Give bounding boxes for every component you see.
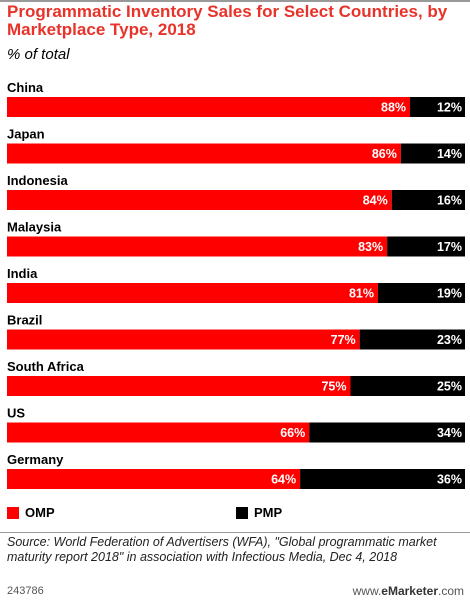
bar-omp-brazil (7, 329, 360, 350)
data-label-pmp-brazil: 23% (437, 333, 462, 347)
bar-pmp-south-africa (350, 376, 465, 396)
category-label-malaysia: Malaysia (7, 220, 62, 235)
bar-pmp-china (410, 97, 465, 117)
data-label-omp-germany: 64% (271, 473, 296, 487)
data-label-omp-us: 66% (280, 426, 305, 440)
bar-omp-japan (7, 143, 401, 164)
category-label-brazil: Brazil (7, 313, 42, 328)
bar-pmp-indonesia (391, 190, 465, 210)
data-label-pmp-us: 34% (437, 426, 462, 440)
data-label-omp-india: 81% (349, 287, 374, 301)
bar-pmp-us (309, 422, 465, 443)
category-label-us: US (7, 406, 25, 421)
data-label-pmp-japan: 14% (437, 147, 462, 161)
category-label-india: India (7, 266, 38, 281)
bar-pmp-india (377, 283, 465, 303)
brand-name: eMarketer (381, 584, 438, 598)
legend-label-pmp: PMP (254, 505, 283, 520)
data-label-pmp-china: 12% (437, 101, 462, 115)
bar-pmp-malaysia (387, 236, 465, 257)
legend-item-pmp: PMP (236, 505, 282, 520)
data-label-pmp-malaysia: 17% (437, 240, 462, 254)
bar-omp-malaysia (7, 236, 388, 257)
data-label-omp-japan: 86% (372, 147, 397, 161)
bar-omp-indonesia (7, 190, 392, 210)
data-label-omp-brazil: 77% (331, 333, 356, 347)
bar-omp-south-africa (7, 376, 351, 396)
bar-omp-china (7, 97, 411, 117)
top-rule (0, 0, 470, 2)
brand-link[interactable]: www.eMarketer.com (353, 584, 464, 598)
bar-pmp-japan (400, 143, 465, 164)
bar-omp-us (7, 422, 310, 443)
bar-pmp-germany (300, 469, 465, 489)
bottom-rule (0, 532, 470, 533)
bar-chart: China 88% 12% Japan 86% 14% Indonesia 84% 16% Mal… (7, 80, 465, 489)
data-label-pmp-indonesia: 16% (437, 194, 462, 208)
data-label-omp-south-africa: 75% (321, 380, 346, 394)
data-label-omp-china: 88% (381, 101, 406, 115)
legend-item-omp: OMP (7, 505, 55, 520)
data-label-pmp-india: 19% (437, 287, 462, 301)
source-note: Source: World Federation of Advertisers … (7, 535, 437, 564)
data-label-omp-indonesia: 84% (363, 194, 388, 208)
legend-swatch-omp (7, 506, 19, 519)
category-label-china: China (7, 80, 44, 95)
category-label-germany: Germany (7, 452, 64, 467)
data-label-pmp-south-africa: 25% (437, 380, 462, 394)
bar-pmp-brazil (359, 329, 465, 350)
bar-omp-india (7, 283, 378, 303)
category-label-indonesia: Indonesia (7, 173, 68, 188)
data-label-pmp-germany: 36% (437, 473, 462, 487)
legend-swatch-pmp (236, 506, 248, 519)
chart-id: 243786 (7, 585, 44, 597)
category-label-japan: Japan (7, 127, 45, 142)
category-label-south-africa: South Africa (7, 359, 85, 374)
bar-omp-germany (7, 469, 301, 489)
legend: OMP PMP (0, 505, 470, 525)
chart-subtitle: % of total (7, 46, 70, 63)
brand-prefix: www. (352, 584, 382, 598)
brand-suffix: .com (437, 584, 464, 598)
chart-title: Programmatic Inventory Sales for Select … (7, 2, 448, 39)
data-label-omp-malaysia: 83% (358, 240, 383, 254)
legend-label-omp: OMP (25, 505, 55, 520)
